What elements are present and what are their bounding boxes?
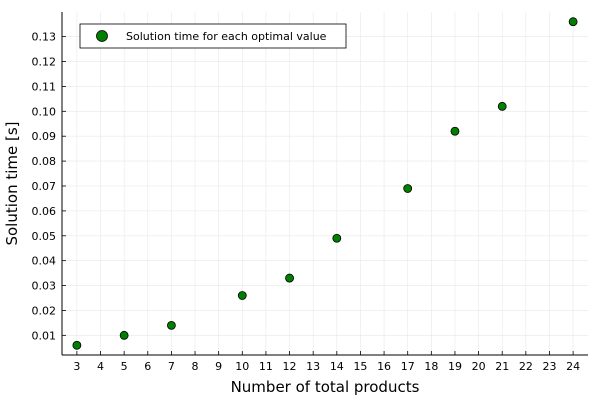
data-point (332, 233, 342, 243)
data-point (72, 340, 82, 350)
y-tick-label: 0.03 (32, 280, 57, 293)
y-tick-label: 0.06 (32, 205, 57, 218)
x-tick-label: 17 (401, 360, 415, 373)
x-tick-label: 9 (215, 360, 222, 373)
x-tick-label: 16 (377, 360, 391, 373)
y-tick-label: 0.07 (32, 180, 57, 193)
legend: Solution time for each optimal value (79, 23, 347, 49)
y-tick-label: 0.09 (32, 130, 57, 143)
legend-box (79, 23, 347, 49)
x-tick-label: 12 (283, 360, 297, 373)
y-tick-label: 0.05 (32, 230, 57, 243)
y-ticks: 0.01 0.02 0.03 0.04 0.05 0.06 0.07 0.08 0.09 0.10… (32, 31, 66, 342)
x-ticks: 3 4 5 6 7 8 9 10 11 12 13 14 15 16 17 18 19 20 21 22 23 24 (73, 351, 580, 373)
y-tick-label: 0.12 (32, 56, 57, 69)
y-tick-label: 0.10 (32, 105, 57, 118)
x-tick-label: 23 (542, 360, 556, 373)
x-tick-label: 13 (306, 360, 320, 373)
data-point (237, 291, 247, 300)
y-tick-label: 0.13 (32, 31, 57, 44)
x-axis-title: Number of total products (231, 378, 420, 396)
y-tick-label: 0.11 (32, 80, 57, 93)
axes (61, 12, 588, 356)
x-tick-label: 8 (192, 360, 199, 373)
data-point (450, 126, 460, 136)
x-tick-label: 5 (121, 360, 128, 373)
y-tick-label: 0.04 (32, 255, 57, 268)
legend-label: Solution time for each optimal value (126, 30, 327, 43)
grid-lines (62, 12, 588, 355)
x-tick-label: 22 (519, 360, 533, 373)
x-tick-label: 19 (448, 360, 462, 373)
x-tick-label: 11 (259, 360, 273, 373)
x-tick-label: 24 (566, 360, 580, 373)
x-tick-label: 20 (472, 360, 486, 373)
data-point (285, 273, 294, 283)
y-tick-label: 0.02 (32, 304, 57, 317)
x-tick-label: 6 (144, 360, 151, 373)
x-tick-label: 7 (168, 360, 175, 373)
data-point (403, 184, 413, 193)
x-tick-label: 3 (73, 360, 80, 373)
x-tick-label: 10 (235, 360, 249, 373)
data-point (119, 330, 129, 340)
x-tick-label: 14 (330, 360, 344, 373)
x-tick-label: 4 (97, 360, 104, 373)
x-tick-label: 18 (424, 360, 438, 373)
data-point (167, 320, 176, 330)
legend-marker (96, 30, 108, 42)
data-points (72, 17, 578, 350)
data-point (568, 17, 578, 27)
data-point (497, 101, 507, 111)
y-axis-title: Solution time [s] (3, 121, 21, 245)
x-tick-label: 15 (353, 360, 367, 373)
y-tick-label: 0.08 (32, 155, 57, 168)
y-tick-label: 0.01 (32, 329, 57, 342)
x-tick-label: 21 (495, 360, 509, 373)
